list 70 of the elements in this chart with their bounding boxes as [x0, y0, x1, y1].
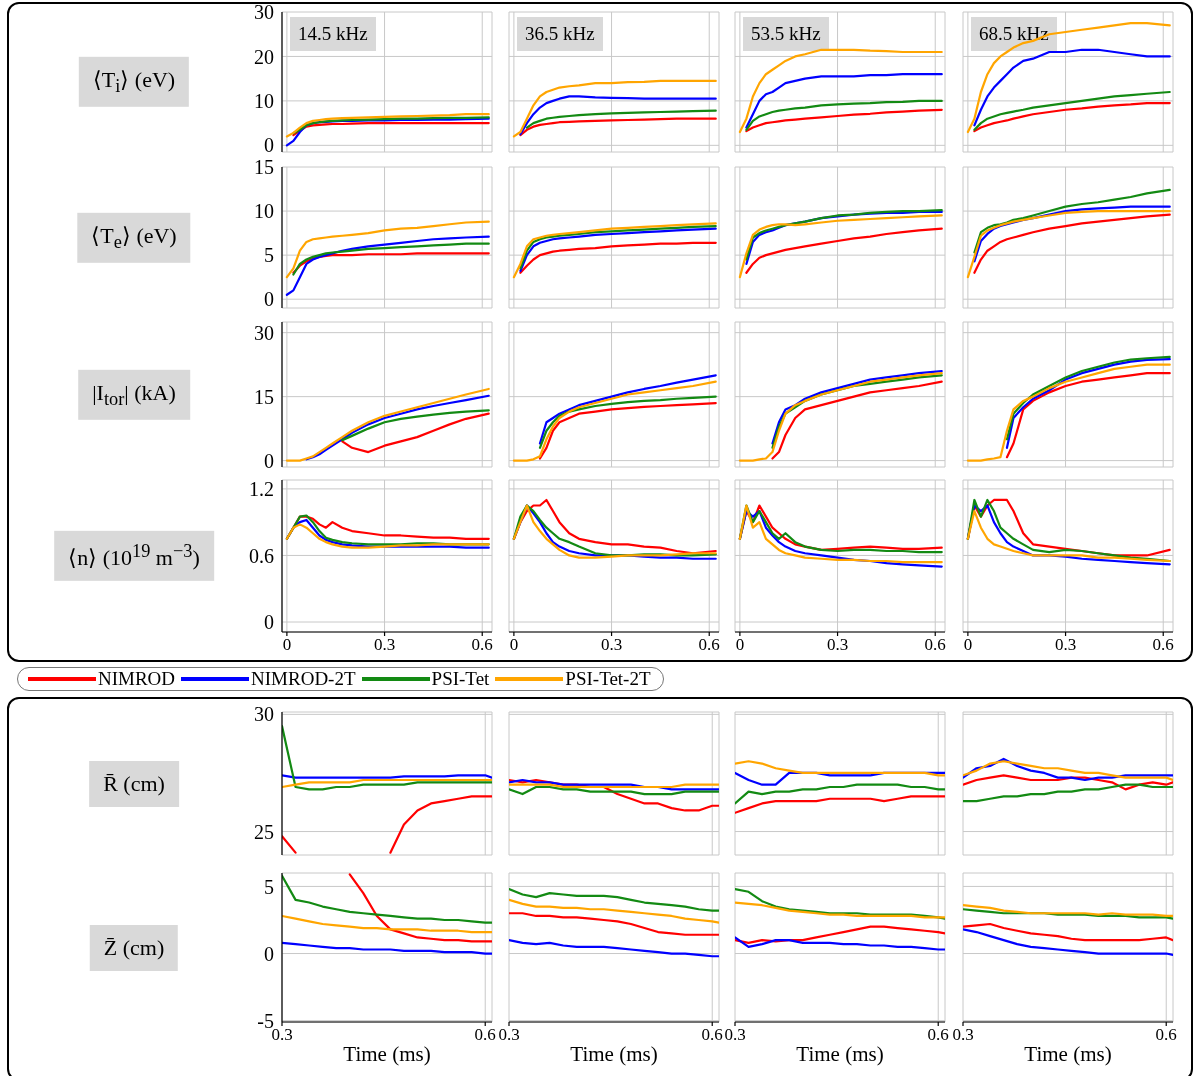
x-tick-label: 0.3	[826, 635, 849, 655]
y-tick-label: 30	[254, 1, 274, 24]
y-tick-label: 0	[264, 449, 274, 472]
y-tick-label: 0.6	[249, 544, 274, 567]
x-tick-label: 0.6	[927, 1025, 949, 1045]
y-tick-label: 0	[264, 288, 274, 311]
text: 14.5 kHz	[290, 17, 376, 51]
y-tick-label: 1.2	[249, 477, 274, 500]
x-axis-title: Time (ms)	[343, 1042, 431, 1067]
x-tick-label: 0	[963, 635, 973, 655]
y-tick-label: 0	[264, 611, 274, 634]
y-axis-title: ⟨T$_{e}$⟩ (eV)	[77, 212, 191, 263]
legend-label: NIMROD-2T	[251, 668, 356, 690]
y-tick-label: 5	[264, 244, 274, 267]
x-tick-label: 0.3	[498, 1025, 520, 1045]
y-tick-label: 30	[254, 321, 274, 344]
line-series	[292, 122, 490, 137]
line-series	[292, 242, 490, 276]
y-tick-label: 5	[264, 875, 274, 898]
y-axis-title: ⟨T$_{i}$⟩ (eV)	[78, 56, 190, 108]
x-tick-label: 0.3	[724, 1025, 746, 1045]
y-tick-label: 25	[254, 820, 274, 843]
x-tick-label: 0	[509, 635, 519, 655]
x-tick-label: 0.3	[1054, 635, 1077, 655]
line-series	[348, 873, 492, 943]
line-series	[285, 220, 490, 279]
x-tick-label: 0	[735, 635, 745, 655]
line-series	[282, 914, 492, 934]
line-series	[292, 116, 490, 135]
y-axis-title: ⟨n⟩ (10$^{19}$ m$^{−3}$)	[54, 530, 214, 582]
x-tick-label: 0.3	[600, 635, 623, 655]
line-series	[305, 394, 490, 461]
x-tick-label: 0.6	[1152, 635, 1174, 655]
y-axis-title: R̄ (cm)	[89, 760, 179, 807]
text: 68.5 kHz	[971, 17, 1057, 51]
x-tick-label: 0.6	[471, 635, 493, 655]
x-tick-label: 0.6	[474, 1025, 496, 1045]
y-tick-label: 10	[254, 89, 274, 112]
line-series	[341, 409, 490, 442]
y-axis-title: |I$_{tor}$| (kA)	[78, 369, 190, 420]
x-tick-label: 0.6	[1155, 1025, 1177, 1045]
x-tick-label: 0.3	[952, 1025, 974, 1045]
y-tick-label: 30	[254, 703, 274, 726]
y-tick-label: 0	[264, 942, 274, 965]
x-tick-label: 0.6	[924, 635, 946, 655]
x-tick-label: 0.3	[373, 635, 396, 655]
y-tick-label: 10	[254, 200, 274, 223]
x-axis-title: Time (ms)	[570, 1042, 658, 1067]
line-series	[292, 252, 490, 274]
text: 36.5 kHz	[517, 17, 603, 51]
line-series	[285, 113, 490, 138]
legend-label: PSI-Tet	[431, 668, 490, 690]
y-tick-label: 15	[254, 385, 274, 408]
line-series	[285, 387, 490, 462]
x-tick-label: 0.6	[698, 635, 720, 655]
y-axis-title: Z̄ (cm)	[89, 924, 179, 971]
x-axis-title: Time (ms)	[796, 1042, 884, 1067]
y-tick-label: 0	[264, 134, 274, 157]
line-series	[285, 235, 490, 296]
y-tick-label: 15	[254, 156, 274, 179]
line-series	[341, 412, 490, 454]
legend-label: NIMROD	[98, 668, 176, 690]
line-series	[282, 941, 492, 955]
y-tick-label: 20	[254, 45, 274, 68]
x-axis-title: Time (ms)	[1024, 1042, 1112, 1067]
text: 53.5 kHz	[743, 17, 829, 51]
x-tick-label: 0.6	[701, 1025, 723, 1045]
x-tick-label: 0	[282, 635, 292, 655]
legend-label: PSI-Tet-2T	[565, 668, 651, 690]
line-series	[282, 778, 492, 789]
